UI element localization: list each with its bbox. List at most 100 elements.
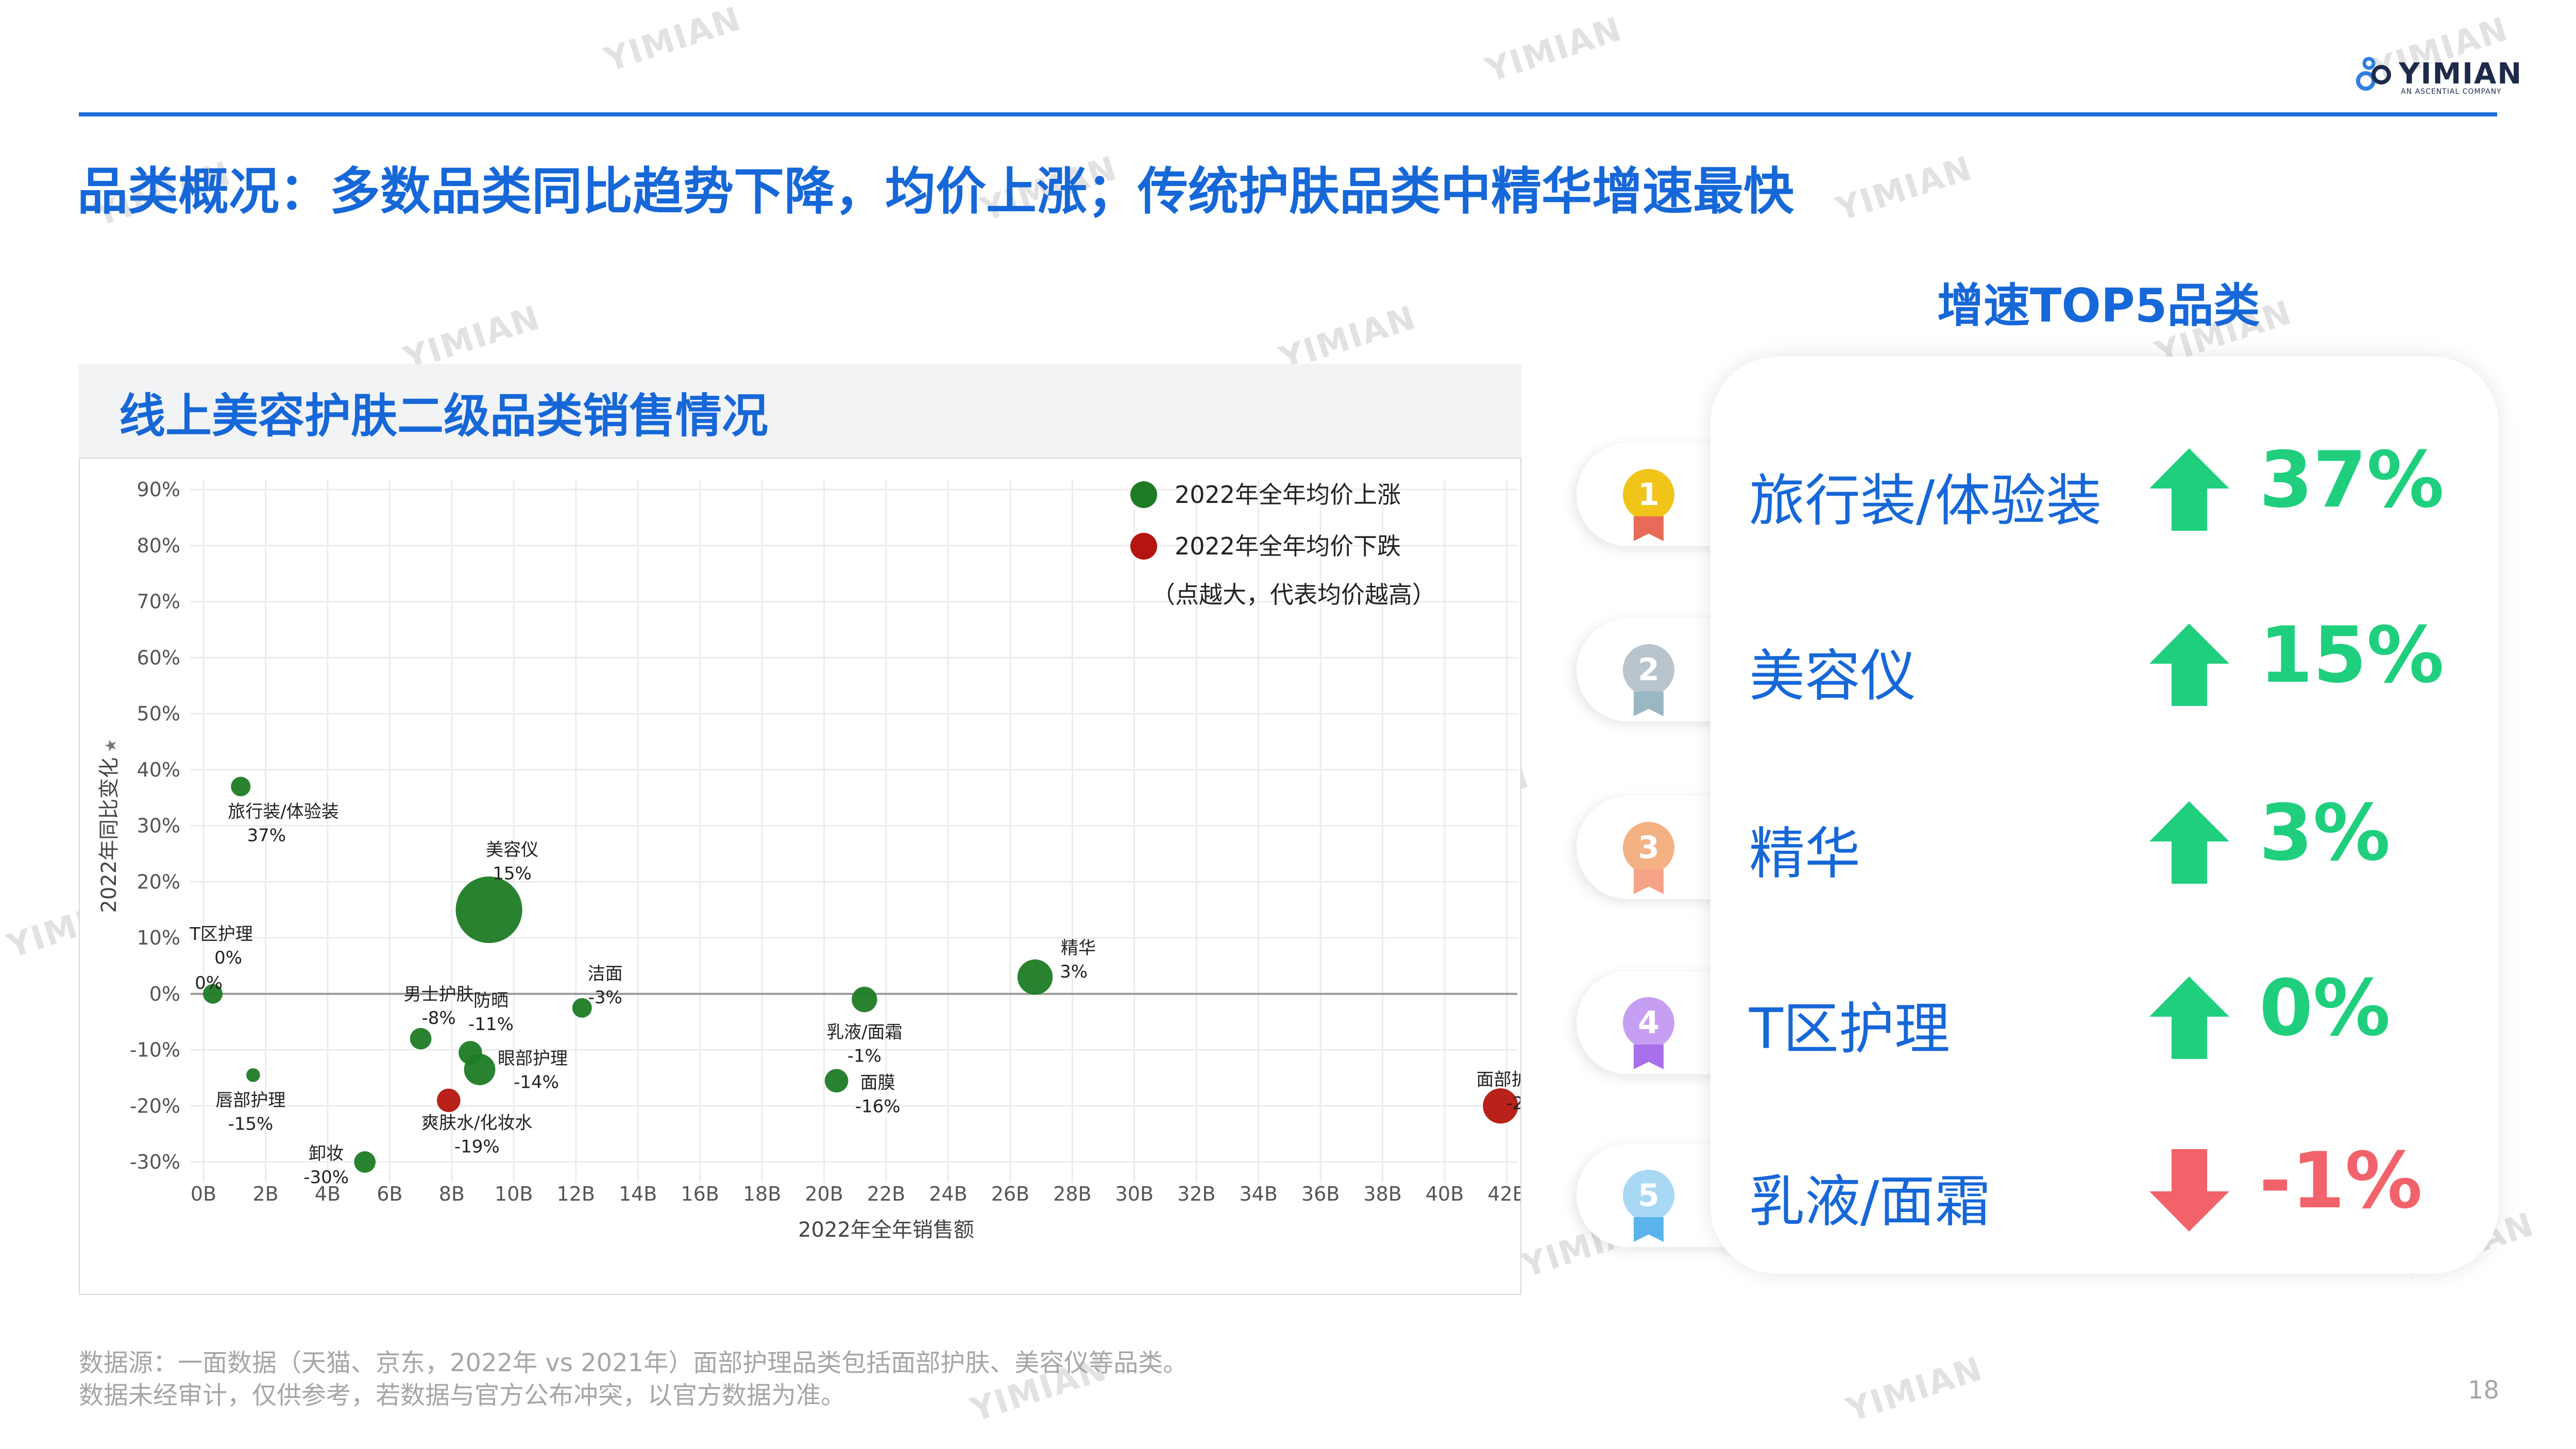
rank-growth-value: 15% [2259,611,2445,700]
x-tick-label: 24B [929,1183,967,1205]
rank-medal-icon: 4 [1623,997,1674,1069]
x-tick-label: 28B [1053,1183,1091,1205]
bubble-label: 旅行装/体验装 [228,801,338,822]
y-tick-label: 10% [137,926,180,949]
arrow-up-icon [2149,448,2229,531]
bubble-value-label: 3% [1060,962,1088,982]
y-tick-label: 90% [137,478,180,501]
legend-rise-marker [1130,481,1157,508]
bubble-fall [1483,1088,1518,1124]
disclaimer-note: 数据未经审计，仅供参考，若数据与官方公布冲突，以官方数据为准。 [79,1381,846,1410]
y-tick-label: -10% [130,1039,180,1062]
arrow-down-icon [2149,1149,2229,1232]
brand-name: YIMIAN [2399,57,2523,91]
y-tick-label: -30% [130,1151,180,1173]
top5-title: 增速TOP5品类 [1937,279,2260,333]
bubble-rise [354,1151,376,1173]
x-tick-label: 4B [315,1183,341,1205]
rank-growth-value: 0% [2259,964,2391,1053]
legend-note: （点越大，代表均价越高） [1151,581,1436,609]
bubble-label: 卸妆 [309,1143,344,1164]
bubble-value-label: 0% [195,973,223,993]
bubble-chart-frame: 0B 2B 4B 6B 8B 10B 12B 14B 16B 18B 20B 22B 24B 26B 28B… [79,458,1521,1295]
bubble-label: 精华 [1061,938,1096,958]
rank-growth-value: 37% [2259,435,2445,525]
x-tick-label: 34B [1240,1183,1278,1205]
bubble-label: 面部护理套装 [1477,1069,1521,1090]
rank-medal-icon: 5 [1623,1170,1674,1242]
bubble-value-label: -16% [855,1096,901,1117]
bubble-rise [203,984,223,1004]
medal-ribbon [1634,1044,1664,1069]
x-tick-label: 8B [439,1183,465,1205]
bubble-rise [572,998,592,1018]
bubble-rise [455,877,522,943]
rank-category-label: 美容仪 [1749,644,1917,709]
y-tick-label: 50% [137,702,180,725]
y-tick-label: 60% [137,646,180,669]
bubble-value-label: -19% [454,1136,500,1157]
y-tick-label: 0% [149,983,180,1005]
x-tick-label: 12B [557,1183,595,1205]
y-tick-label: 20% [137,870,180,893]
rank-number: 4 [1623,997,1674,1049]
bubble-value-label: -8% [421,1008,455,1029]
bubble-value-label: -14% [514,1072,559,1093]
arrow-up-icon [2149,624,2229,706]
header-divider [79,112,2497,116]
watermark: YIMIAN [600,0,746,80]
y-axis-label: 2022年同比变化 ★ [97,738,121,913]
rank-number: 3 [1623,822,1674,873]
rank-number: 5 [1623,1170,1674,1221]
y-tick-label: 70% [137,591,180,613]
watermark: YIMIAN [1832,149,1977,229]
rank-medal-icon: 1 [1623,469,1674,541]
y-tick-label: -20% [130,1094,180,1117]
bubble-value-label: 37% [247,825,286,846]
watermark: YIMIAN [1481,10,1627,90]
x-tick-label: 14B [619,1183,657,1205]
x-tick-label: 10B [495,1183,533,1205]
legend-rise-label: 2022年全年均价上涨 [1175,481,1401,509]
x-tick-label: 22B [867,1183,905,1205]
top5-card [1710,357,2499,1274]
medal-ribbon [1634,516,1664,541]
bubble-value-label: 15% [493,864,532,884]
chart-panel-title: 线上美容护肤二级品类销售情况 [119,389,768,443]
y-axis-star-icon: ★ [102,738,120,757]
medal-ribbon [1634,692,1664,716]
bubble-label: 防晒 [473,990,509,1011]
bubble-rise [1017,959,1053,995]
legend-fall-marker [1130,533,1157,560]
bubble-value-label: 0% [214,948,242,968]
legend-fall-label: 2022年全年均价下跌 [1175,532,1401,560]
arrow-up-icon [2149,801,2229,884]
x-tick-label: 30B [1115,1183,1154,1205]
y-tick-label: 30% [137,815,180,837]
source-note: 数据源：一面数据（天猫、京东，2022年 vs 2021年）面部护理品类包括面部… [79,1349,1188,1377]
x-tick-label: 6B [377,1183,402,1205]
bubble-value-label: -3% [588,987,622,1008]
watermark: YIMIAN [1842,1350,1988,1430]
bubble-label: 男士护肤 [404,984,474,1005]
rank-medal-icon: 3 [1623,822,1674,894]
bubble-rise [824,1069,849,1093]
bubble-value-label: -15% [228,1114,273,1134]
x-tick-label: 18B [743,1183,781,1205]
x-tick-label: 20B [805,1183,843,1205]
rank-category-label: 乳液/面霜 [1749,1170,1991,1234]
bubble-label: T区护理 [189,924,253,945]
bubble-value-label: -20% [1506,1093,1520,1114]
medal-ribbon [1634,1217,1664,1242]
bubble-rise [852,986,877,1013]
bubble-rise [410,1027,432,1050]
bubble-value-label: -1% [848,1046,882,1067]
yimian-logo-icon [2356,57,2391,91]
brand-tagline: AN ASCENTIAL COMPANY [2401,88,2502,96]
arrow-up-icon [2149,976,2229,1059]
x-tick-label: 38B [1363,1183,1401,1205]
page-title: 品类概况：多数品类同比趋势下降，均价上涨；传统护肤品类中精华增速最快 [77,162,1794,221]
x-tick-label: 36B [1301,1183,1340,1205]
bubble-rise [464,1054,496,1085]
rank-growth-value: -1% [2259,1136,2422,1226]
